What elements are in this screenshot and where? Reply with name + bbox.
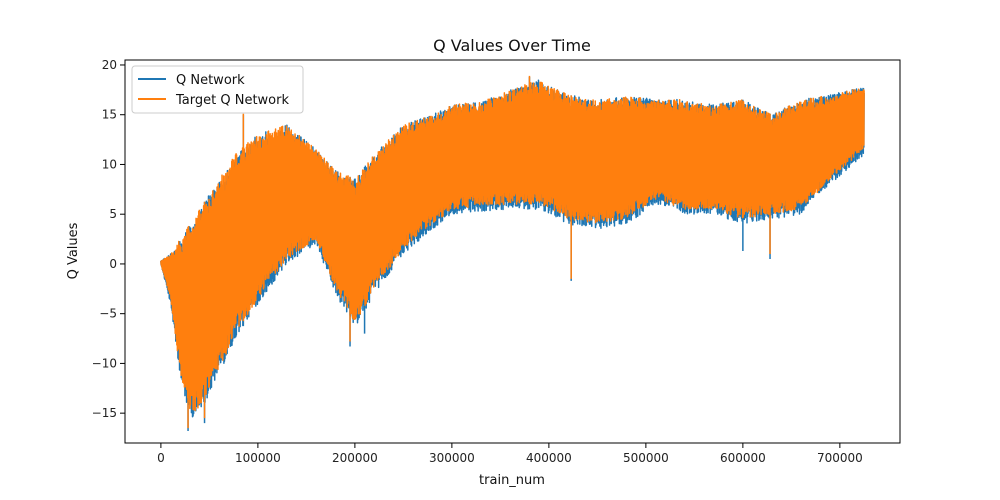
chart-title: Q Values Over Time [433, 36, 591, 55]
x-tick-label: 400000 [526, 451, 572, 465]
x-tick-label: 600000 [720, 451, 766, 465]
legend: Q Network Target Q Network [131, 65, 304, 114]
legend-label-q-network: Q Network [176, 73, 245, 88]
legend-box [131, 65, 304, 114]
x-tick-label: 100000 [235, 451, 281, 465]
plot-data-layer [160, 75, 865, 432]
x-tick-label: 200000 [332, 451, 378, 465]
x-tick-label: 500000 [623, 451, 669, 465]
y-tick-label: 15 [102, 108, 117, 122]
axis-ticks: 0 100000 200000 300000 400000 500000 600000 700… [92, 58, 863, 465]
y-tick-label: 20 [102, 58, 117, 72]
y-tick-label: 10 [102, 157, 117, 171]
series-line-target-q-network [160, 75, 865, 429]
y-tick-label: 0 [109, 257, 117, 271]
x-tick-label: 300000 [429, 451, 475, 465]
y-axis-title: Q Values [66, 222, 81, 279]
y-tick-label: −10 [92, 356, 117, 370]
x-axis-title: train_num [479, 473, 545, 488]
legend-label-target-q-network: Target Q Network [175, 93, 289, 108]
plot-frame [124, 59, 901, 444]
x-tick-label: 0 [157, 451, 165, 465]
y-tick-label: −5 [99, 307, 117, 321]
x-tick-label: 700000 [817, 451, 863, 465]
y-tick-label: 5 [109, 207, 117, 221]
y-tick-label: −15 [92, 406, 117, 420]
